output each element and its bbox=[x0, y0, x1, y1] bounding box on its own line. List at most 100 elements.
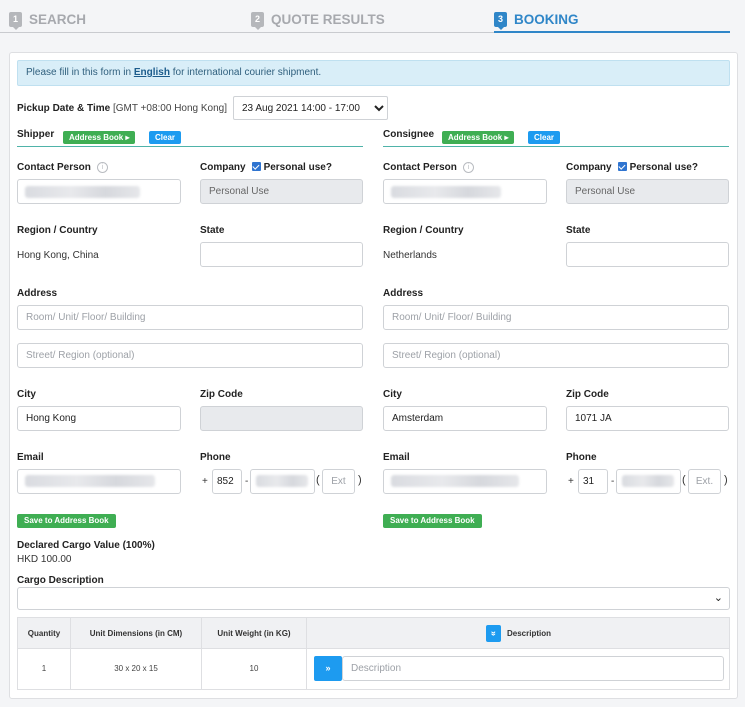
notice-english-link[interactable]: English bbox=[133, 67, 170, 78]
phone-separator-dash: - bbox=[245, 476, 249, 487]
consignee-contact-label-group: Contact Person i bbox=[383, 162, 474, 173]
consignee-address-label: Address bbox=[383, 288, 424, 299]
consignee-company-label-group: Company Personal use? bbox=[566, 162, 698, 173]
shipper-state-input[interactable] bbox=[200, 242, 363, 267]
consignee-state-input[interactable] bbox=[566, 242, 729, 267]
shipper-address-book-button[interactable]: Address Book ▸ bbox=[63, 127, 136, 145]
consignee-phone-ext[interactable] bbox=[688, 469, 721, 494]
shipper-company-input[interactable] bbox=[200, 179, 363, 204]
expand-descriptions-button[interactable]: » bbox=[486, 625, 501, 642]
step-label-quote-results: QUOTE RESULTS bbox=[271, 11, 385, 27]
shipper-clear-button[interactable]: Clear bbox=[149, 127, 182, 145]
pickup-label-group: Pickup Date & Time [GMT +08:00 Hong Kong… bbox=[17, 103, 227, 114]
consignee-personal-use-checkbox[interactable] bbox=[617, 162, 627, 171]
consignee-state-label: State bbox=[566, 225, 591, 236]
table-divider bbox=[201, 618, 202, 689]
declared-value: HKD 100.00 bbox=[17, 554, 72, 565]
consignee-region-value: Netherlands bbox=[383, 250, 437, 261]
cell-weight: 10 bbox=[249, 664, 259, 673]
shipper-address2-input[interactable] bbox=[17, 343, 363, 368]
shipper-city-input[interactable] bbox=[17, 406, 181, 431]
shipper-contact-label: Contact Person bbox=[17, 162, 91, 174]
shipper-phone-country-code[interactable] bbox=[212, 469, 242, 494]
cargo-table: Quantity Unit Dimensions (in CM) Unit We… bbox=[17, 617, 730, 690]
consignee-address2-input[interactable] bbox=[383, 343, 729, 368]
consignee-region-label: Region / Country bbox=[383, 225, 464, 236]
shipper-phone-label: Phone bbox=[200, 452, 231, 463]
redacted-phone bbox=[622, 475, 674, 487]
consignee-save-address-button[interactable]: Save to Address Book bbox=[383, 514, 482, 528]
phone-paren-open: ( bbox=[316, 474, 320, 486]
cell-dimensions: 30 x 20 x 15 bbox=[114, 664, 158, 673]
shipper-address-label: Address bbox=[17, 288, 58, 299]
consignee-clear-button[interactable]: Clear bbox=[528, 127, 561, 145]
redacted-email bbox=[391, 475, 519, 487]
cargo-description-label: Cargo Description bbox=[17, 575, 104, 586]
pickup-datetime-select[interactable]: 23 Aug 2021 14:00 - 17:00 bbox=[233, 96, 388, 120]
phone-paren-close: ) bbox=[724, 474, 728, 486]
shipper-address1-input[interactable] bbox=[17, 305, 363, 330]
consignee-address-book-label: Address Book bbox=[448, 133, 503, 142]
step-label-booking: BOOKING bbox=[514, 11, 579, 27]
phone-paren-close: ) bbox=[358, 474, 362, 486]
consignee-company-input[interactable] bbox=[566, 179, 729, 204]
caret-right-icon: ▸ bbox=[504, 133, 509, 142]
table-divider bbox=[306, 618, 307, 689]
step-quote-results[interactable]: 2 QUOTE RESULTS bbox=[251, 7, 385, 31]
shipper-region-value: Hong Kong, China bbox=[17, 250, 99, 261]
shipper-divider bbox=[17, 146, 363, 147]
redacted-phone bbox=[256, 475, 308, 487]
shipper-region-label: Region / Country bbox=[17, 225, 98, 236]
shipper-company-label-group: Company Personal use? bbox=[200, 162, 332, 173]
consignee-zip-label: Zip Code bbox=[566, 389, 609, 400]
consignee-address1-input[interactable] bbox=[383, 305, 729, 330]
cargo-description-select[interactable]: ⌄ bbox=[17, 587, 730, 610]
stepper-active-underline bbox=[494, 31, 730, 33]
shipper-city-label: City bbox=[17, 389, 36, 400]
booking-stepper: 1 SEARCH 2 QUOTE RESULTS 3 BOOKING bbox=[0, 0, 745, 34]
chevron-down-icon: ⌄ bbox=[713, 592, 723, 604]
caret-right-icon: ▸ bbox=[125, 133, 130, 142]
shipper-personal-use-checkbox[interactable] bbox=[251, 162, 261, 171]
consignee-city-label: City bbox=[383, 389, 402, 400]
shipper-contact-label-group: Contact Person i bbox=[17, 162, 108, 173]
info-icon[interactable]: i bbox=[96, 162, 108, 173]
shipper-clear-label: Clear bbox=[149, 131, 182, 144]
booking-form-card: Please fill in this form in English for … bbox=[9, 52, 738, 699]
shipper-zip-label: Zip Code bbox=[200, 389, 243, 400]
phone-paren-open: ( bbox=[682, 474, 686, 486]
consignee-personal-use-label: Personal use? bbox=[629, 162, 698, 173]
shipper-phone-ext[interactable] bbox=[322, 469, 355, 494]
redacted-contact bbox=[25, 186, 140, 198]
stepper-divider bbox=[0, 32, 494, 33]
consignee-company-label: Company bbox=[566, 162, 612, 173]
consignee-address-book-button[interactable]: Address Book ▸ bbox=[442, 127, 515, 145]
shipper-email-label: Email bbox=[17, 452, 44, 463]
shipper-address-book-label: Address Book bbox=[69, 133, 124, 142]
redacted-contact bbox=[391, 186, 501, 198]
th-description: Description bbox=[507, 629, 552, 638]
th-quantity: Quantity bbox=[27, 629, 61, 638]
row-description-input[interactable] bbox=[342, 656, 724, 681]
table-divider bbox=[70, 618, 71, 689]
consignee-title: Consignee bbox=[383, 129, 435, 140]
step-number-2: 2 bbox=[251, 11, 264, 30]
step-number-3: 3 bbox=[494, 11, 507, 30]
cargo-table-header bbox=[18, 618, 729, 649]
step-search[interactable]: 1 SEARCH bbox=[9, 7, 86, 31]
notice-text-before: Please fill in this form in bbox=[26, 67, 134, 78]
consignee-phone-country-code[interactable] bbox=[578, 469, 608, 494]
consignee-clear-label: Clear bbox=[528, 131, 561, 144]
declared-value-label: Declared Cargo Value (100%) bbox=[17, 540, 155, 551]
consignee-city-input[interactable] bbox=[383, 406, 547, 431]
shipper-phone-plus: + bbox=[202, 476, 208, 487]
shipper-zip-input[interactable] bbox=[200, 406, 363, 431]
pickup-timezone: [GMT +08:00 Hong Kong] bbox=[112, 103, 228, 114]
th-dimensions: Unit Dimensions (in CM) bbox=[89, 629, 183, 638]
info-icon[interactable]: i bbox=[462, 162, 474, 173]
fill-description-button[interactable]: » bbox=[314, 656, 342, 681]
step-booking[interactable]: 3 BOOKING bbox=[494, 7, 579, 31]
consignee-zip-input[interactable] bbox=[566, 406, 729, 431]
shipper-save-address-button[interactable]: Save to Address Book bbox=[17, 514, 116, 528]
step-label-search: SEARCH bbox=[29, 11, 87, 27]
